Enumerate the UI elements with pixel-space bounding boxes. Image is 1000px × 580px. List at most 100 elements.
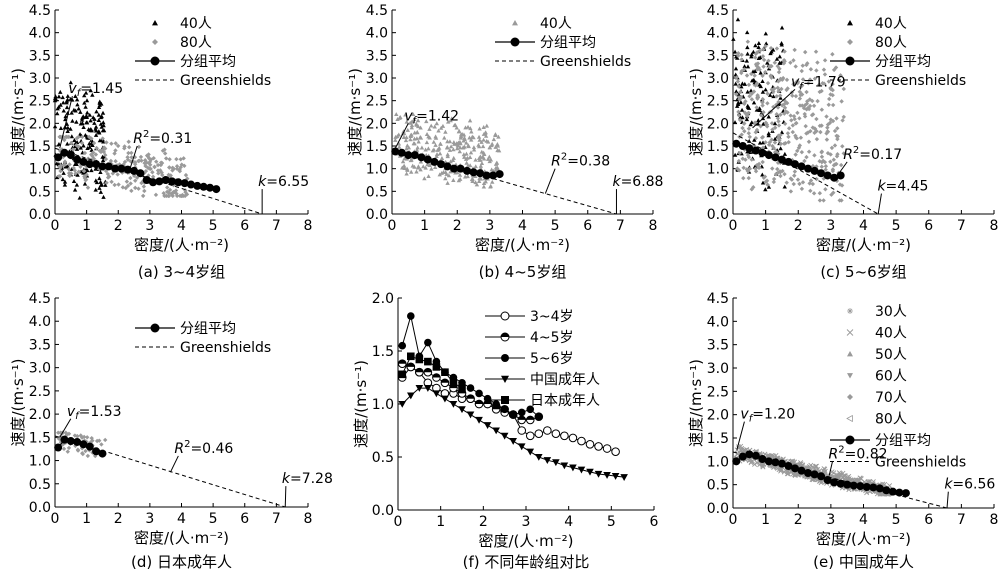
scatter-point: [89, 168, 94, 173]
scatter-point: [72, 168, 77, 173]
legend-marker: [512, 20, 518, 26]
scatter-point: [742, 121, 747, 126]
scatter-point: [469, 129, 474, 134]
scatter-point: [835, 472, 841, 478]
avg-point: [404, 151, 413, 160]
y-tick-label: 4.0: [707, 314, 729, 330]
scatter-point: [404, 166, 410, 171]
scatter-point: [415, 118, 421, 123]
avg-point: [79, 440, 88, 449]
series-point: [594, 442, 603, 451]
scatter-point: [85, 185, 91, 190]
legend-label: 4~5岁: [530, 330, 574, 346]
annotation-leader: [544, 168, 556, 194]
scatter-point: [751, 100, 757, 105]
scatter-point: [741, 165, 746, 170]
series-point: [424, 338, 432, 347]
legend-label: 60人: [875, 369, 907, 385]
scatter-point: [444, 171, 449, 176]
scatter-point: [775, 160, 781, 166]
x-tick-label: 8: [990, 218, 999, 234]
x-tick-label: 1: [420, 218, 429, 234]
scatter-point: [439, 155, 445, 160]
scatter-point: [404, 171, 409, 176]
scatter-point: [53, 94, 58, 99]
scatter-point: [91, 156, 97, 162]
annotation-leader: [394, 123, 409, 149]
scatter-point: [774, 102, 779, 108]
scatter-point: [102, 437, 108, 443]
scatter-point: [454, 141, 460, 146]
scatter-point: [83, 448, 88, 454]
scatter-point: [416, 139, 421, 144]
scatter-point: [795, 81, 800, 86]
line-series-2: [398, 312, 543, 421]
scatter-point: [740, 125, 745, 131]
scatter-point: [85, 453, 91, 459]
avg-point: [410, 151, 419, 160]
scatter-point: [830, 93, 835, 98]
scatter-point: [838, 162, 844, 168]
scatter-point: [425, 162, 430, 167]
annotation-label: k=6.56: [944, 477, 995, 493]
scatter-point: [819, 149, 825, 154]
scatter-point: [795, 148, 800, 154]
scatter-point: [833, 65, 839, 70]
scatter-point: [782, 121, 788, 126]
scatter-point: [752, 120, 758, 125]
scatter-point: [806, 139, 812, 144]
scatter-point: [106, 174, 112, 179]
scatter-point: [764, 124, 770, 129]
scatter-point: [495, 141, 500, 146]
scatter-point: [800, 180, 806, 185]
scatter-point: [69, 110, 74, 115]
scatter-point: [60, 95, 65, 100]
y-tick-label: 0.5: [29, 477, 51, 493]
scatter-point: [155, 162, 161, 168]
y-tick-label: 1.0: [366, 162, 388, 178]
plot-area: vf=1.79 R2=0.17 k=4.45: [731, 17, 928, 215]
scatter-point: [464, 151, 469, 156]
scatter-point: [752, 73, 757, 78]
scatter-point: [756, 161, 762, 167]
legend-label: 中国成年人: [530, 372, 600, 388]
avg-point: [174, 178, 183, 187]
legend-label: 50人: [875, 347, 907, 363]
scatter-point: [85, 146, 90, 151]
scatter-point: [72, 433, 78, 438]
y-tick-label: 1.5: [707, 139, 729, 155]
y-tick-label: 1.5: [29, 139, 51, 155]
annotation-leader: [128, 145, 138, 172]
scatter-point: [778, 95, 783, 100]
x-tick-label: 3: [826, 512, 835, 528]
y-tick-label: 2.5: [29, 94, 51, 110]
scatter-point: [98, 149, 104, 155]
series-point: [585, 439, 595, 449]
series-point: [568, 433, 578, 443]
scatter-point: [739, 84, 744, 89]
scatter-point: [104, 140, 109, 145]
avg-point: [901, 489, 910, 498]
avg-point: [751, 451, 760, 460]
y-tick-label: 1.0: [372, 397, 394, 413]
scatter-point: [97, 438, 102, 443]
series-point: [560, 462, 569, 470]
scatter-point: [797, 143, 803, 148]
line-series-3: [398, 385, 628, 481]
scatter-point: [66, 166, 71, 172]
scatter-point: [419, 145, 425, 150]
scatter-point: [58, 168, 63, 174]
scatter-point: [457, 176, 463, 181]
avg-point: [73, 155, 82, 164]
scatter-point: [136, 144, 142, 150]
scatter-point: [473, 164, 478, 169]
avg-point: [790, 160, 799, 169]
legend-marker: [500, 311, 510, 321]
scatter-point: [736, 84, 741, 89]
scatter-point: [154, 159, 159, 164]
scatter-point: [812, 130, 817, 136]
scatter-point: [746, 110, 751, 116]
annotation-k: k=6.55: [258, 174, 309, 214]
